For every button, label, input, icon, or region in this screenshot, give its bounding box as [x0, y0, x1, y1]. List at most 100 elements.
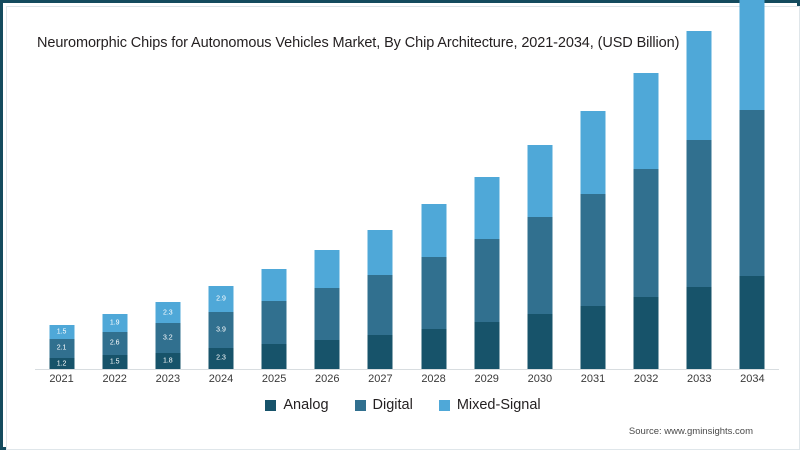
bar-group	[726, 0, 779, 369]
bar-segment-mixed-signal	[739, 0, 765, 111]
bar-segment-analog	[421, 328, 447, 369]
stacked-bar	[367, 229, 393, 369]
bar-segment-digital	[474, 239, 500, 323]
bar-group: 2.9 3.9 2.3	[194, 67, 247, 369]
bar-value-label: 3.2	[162, 334, 173, 342]
legend-item-mixed-signal[interactable]: Mixed-Signal	[438, 397, 541, 413]
bar-segment-digital: 3.2	[155, 323, 181, 353]
bar-value-label: 2.6	[109, 339, 120, 347]
bar-group	[460, 67, 513, 369]
bar-segment-analog	[580, 305, 606, 369]
x-axis-tick-2029: 2029	[474, 373, 499, 385]
stacked-bar	[474, 176, 500, 369]
bar-group	[354, 67, 407, 369]
bar-segment-mixed-signal	[261, 269, 287, 302]
legend-item-analog[interactable]: Analog	[265, 397, 329, 413]
bar-group	[407, 67, 460, 369]
bar-value-label: 1.8	[162, 357, 173, 365]
stacked-bar: 2.3 3.2 1.8	[155, 302, 181, 369]
bar-segment-analog: 2.3	[208, 347, 234, 369]
x-axis-tick-2034: 2034	[740, 373, 765, 385]
x-axis-tick-2028: 2028	[421, 373, 446, 385]
bar-group: 1.9 2.6 1.5	[88, 67, 141, 369]
bar-group	[513, 67, 566, 369]
x-axis-tick-2022: 2022	[102, 373, 127, 385]
bar-value-label: 2.3	[216, 354, 226, 362]
bar-segment-mixed-signal: 1.5	[49, 325, 75, 339]
bar-segment-mixed-signal	[474, 176, 500, 240]
legend-item-digital[interactable]: Digital	[354, 397, 413, 413]
chart-title: Neuromorphic Chips for Autonomous Vehicl…	[37, 35, 680, 51]
bar-value-label: 1.2	[56, 360, 67, 368]
source-note: Source: www.gminsights.com	[628, 426, 753, 437]
bar-segment-analog	[686, 286, 712, 369]
bar-segment-analog	[367, 335, 393, 369]
x-axis-tick-2025: 2025	[261, 373, 287, 385]
bar-value-label: 3.9	[216, 326, 226, 334]
bar-segment-mixed-signal: 2.3	[155, 302, 181, 324]
bar-segment-digital	[314, 288, 340, 340]
chart-legend: Analog Digital Mixed-Signal	[7, 397, 799, 413]
stacked-bar	[633, 73, 659, 369]
stacked-bar	[421, 204, 447, 369]
x-axis-tick-2024: 2024	[208, 373, 234, 385]
x-axis-line	[35, 369, 779, 370]
stacked-bar	[580, 110, 606, 369]
bar-segment-digital	[739, 110, 765, 276]
stacked-bar	[739, 0, 765, 369]
bar-segment-digital	[527, 217, 553, 315]
bar-segment-analog	[261, 344, 287, 369]
x-axis-tick-2031: 2031	[580, 373, 606, 385]
legend-swatch-icon	[265, 399, 277, 411]
bar-segment-digital: 3.9	[208, 312, 234, 348]
plot-area: 1.5 2.1 1.2 1.9 2.6 1.5 2.3 3.2 1.8 2.9 3.9 2.3	[35, 0, 779, 369]
bar-segment-digital: 2.6	[102, 331, 128, 356]
bar-value-label: 1.5	[109, 358, 120, 366]
stacked-bar	[686, 31, 712, 369]
bar-group: 1.5 2.1 1.2	[35, 67, 88, 369]
stacked-bar	[261, 269, 287, 369]
bar-segment-digital	[686, 140, 712, 287]
bar-group	[620, 67, 673, 369]
bar-segment-analog: 1.5	[102, 355, 128, 369]
bar-group	[673, 31, 726, 369]
bar-segment-mixed-signal: 1.9	[102, 314, 128, 332]
legend-swatch-icon	[438, 399, 450, 411]
x-axis-tick-2030: 2030	[527, 373, 553, 385]
x-axis-tick-2026: 2026	[315, 373, 340, 385]
bar-segment-analog	[314, 339, 340, 369]
bar-segment-mixed-signal	[580, 110, 606, 195]
bar-group	[248, 67, 301, 369]
x-axis-tick-2023: 2023	[155, 373, 181, 385]
x-axis-tick-2021: 2021	[49, 373, 74, 385]
stacked-bar: 1.9 2.6 1.5	[102, 314, 128, 369]
bar-segment-mixed-signal	[314, 250, 340, 289]
x-axis-tick-2032: 2032	[633, 373, 659, 385]
legend-label: Mixed-Signal	[456, 397, 541, 413]
bar-segment-mixed-signal	[367, 229, 393, 275]
bar-value-label: 2.9	[216, 295, 226, 303]
stacked-bar	[527, 144, 553, 369]
bar-segment-mixed-signal: 2.9	[208, 285, 234, 313]
x-axis-tick-2033: 2033	[687, 373, 712, 385]
bar-segment-analog: 1.8	[155, 352, 181, 369]
bar-segment-analog	[527, 314, 553, 369]
x-axis-tick-2027: 2027	[368, 373, 393, 385]
bar-segment-digital	[580, 194, 606, 306]
bar-segment-mixed-signal	[633, 73, 659, 169]
bar-segment-digital	[367, 274, 393, 336]
bar-segment-mixed-signal	[686, 31, 712, 141]
bar-segment-analog: 1.2	[49, 358, 75, 369]
bar-segment-digital	[261, 301, 287, 345]
bar-segment-analog	[633, 296, 659, 369]
bar-value-label: 2.1	[56, 344, 67, 352]
legend-swatch-icon	[354, 399, 366, 411]
bar-segment-digital	[421, 257, 447, 329]
bar-segment-analog	[739, 275, 765, 369]
stacked-bar: 1.5 2.1 1.2	[49, 325, 75, 369]
bar-value-label: 2.3	[162, 309, 173, 317]
bar-segment-analog	[474, 322, 500, 369]
bar-value-label: 1.5	[56, 328, 67, 336]
bar-segment-mixed-signal	[527, 144, 553, 218]
